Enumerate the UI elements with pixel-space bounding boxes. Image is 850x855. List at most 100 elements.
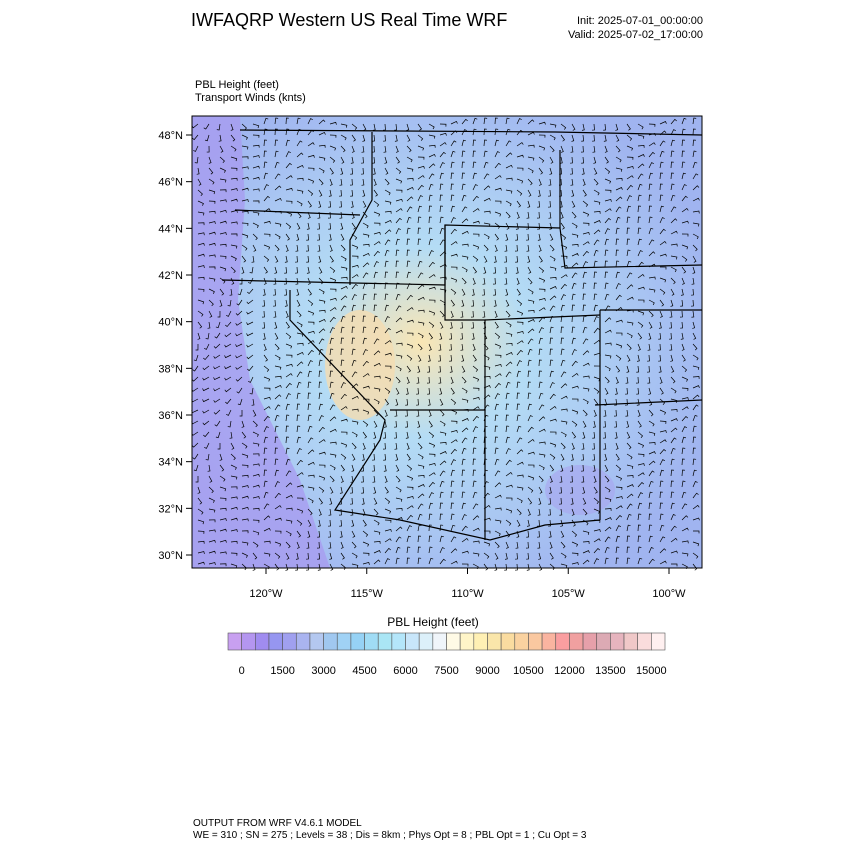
wind-barb [351, 255, 359, 259]
wind-barb [296, 321, 303, 328]
wind-barb [648, 205, 652, 213]
wind-barb [417, 365, 421, 373]
wind-barb [604, 557, 609, 565]
wind-barb [219, 243, 227, 247]
wind-barb [384, 475, 388, 483]
wind-barb [526, 541, 529, 549]
y-tick-label: 32°N [158, 503, 183, 515]
wind-barb [236, 387, 243, 394]
wind-barb [648, 239, 655, 246]
wind-barb [350, 178, 353, 186]
wind-barb [197, 232, 205, 236]
wind-barb [659, 430, 667, 433]
wind-barb [247, 365, 254, 372]
wind-barb [593, 475, 597, 483]
wind-barb [570, 178, 574, 186]
wind-barb [593, 167, 598, 175]
wind-barb [273, 277, 277, 285]
wind-barb [681, 354, 686, 362]
wind-barb [362, 431, 368, 439]
wind-barb [472, 139, 476, 147]
wind-barb [504, 552, 508, 560]
wind-barb [483, 414, 489, 422]
wind-barb [384, 239, 391, 246]
wind-barb [527, 338, 534, 345]
wind-barb [483, 552, 490, 559]
wind-barb [450, 299, 456, 307]
wind-barb [340, 382, 346, 389]
wind-barb [208, 310, 213, 318]
wind-barb [262, 332, 266, 340]
wind-barb [263, 128, 268, 136]
wind-barb [548, 519, 551, 527]
wind-barb [252, 233, 258, 241]
colorbar-box [377, 632, 393, 651]
wind-barb [295, 266, 298, 274]
wind-barb [494, 162, 501, 169]
colorbar-box [336, 632, 352, 651]
colorbar-box [268, 632, 283, 651]
wind-barb [252, 453, 260, 457]
wind-barb [274, 404, 281, 411]
wind-barb [439, 183, 444, 191]
wind-barb [239, 277, 243, 285]
wind-barb [669, 343, 673, 351]
wind-barb [636, 398, 640, 406]
wind-barb [203, 354, 210, 361]
wind-barb [505, 403, 509, 411]
wind-barb [274, 244, 280, 252]
wind-barb [691, 277, 695, 285]
wind-barb [350, 497, 353, 505]
wind-barb [626, 260, 632, 268]
wind-barb [571, 360, 578, 367]
wind-barb [428, 153, 436, 158]
wind-barb [626, 227, 630, 235]
wind-barb [340, 406, 348, 411]
wind-barb [515, 222, 519, 230]
wind-barb [405, 409, 408, 417]
colorbar-box [596, 632, 611, 651]
wind-barb [428, 286, 436, 290]
wind-barb [384, 497, 391, 504]
wind-barb [483, 541, 491, 547]
ocean [192, 116, 330, 568]
wind-barb [362, 262, 370, 268]
wind-barb [516, 330, 524, 334]
wind-barb [582, 508, 588, 516]
wind-barb [593, 293, 598, 301]
wind-barb [659, 253, 667, 257]
wind-barb [296, 332, 304, 337]
wind-barb [373, 550, 381, 554]
wind-barb [296, 177, 304, 181]
wind-barb [417, 332, 424, 339]
wind-barb [197, 561, 205, 565]
wind-barb [285, 128, 290, 136]
wind-barb [252, 552, 258, 560]
wind-barb [416, 409, 420, 417]
wind-barb [494, 458, 500, 466]
wind-barb [285, 200, 293, 204]
wind-barb [527, 189, 532, 197]
wind-barb [615, 475, 622, 481]
wind-barb [373, 508, 379, 516]
wind-barb [395, 145, 399, 153]
footer-line: WE = 310 ; SN = 275 ; Levels = 38 ; Dis … [193, 830, 587, 841]
wind-barb [340, 431, 348, 435]
wind-barb [395, 536, 402, 543]
wind-barb [450, 502, 454, 510]
wind-barb [197, 200, 204, 206]
wind-barb [373, 326, 379, 334]
wind-barb [538, 428, 546, 433]
wind-barb [692, 343, 698, 351]
wind-barb [516, 154, 524, 158]
wind-barb [593, 249, 599, 257]
wind-barb [219, 453, 223, 461]
colorbar-label: 13500 [595, 665, 626, 677]
wind-barb [483, 394, 491, 400]
wind-barb [515, 233, 519, 241]
wind-barb [526, 563, 530, 571]
wind-barb [340, 123, 348, 128]
wind-barb [615, 283, 621, 290]
wind-barb [383, 464, 387, 472]
wind-barb [197, 178, 202, 186]
